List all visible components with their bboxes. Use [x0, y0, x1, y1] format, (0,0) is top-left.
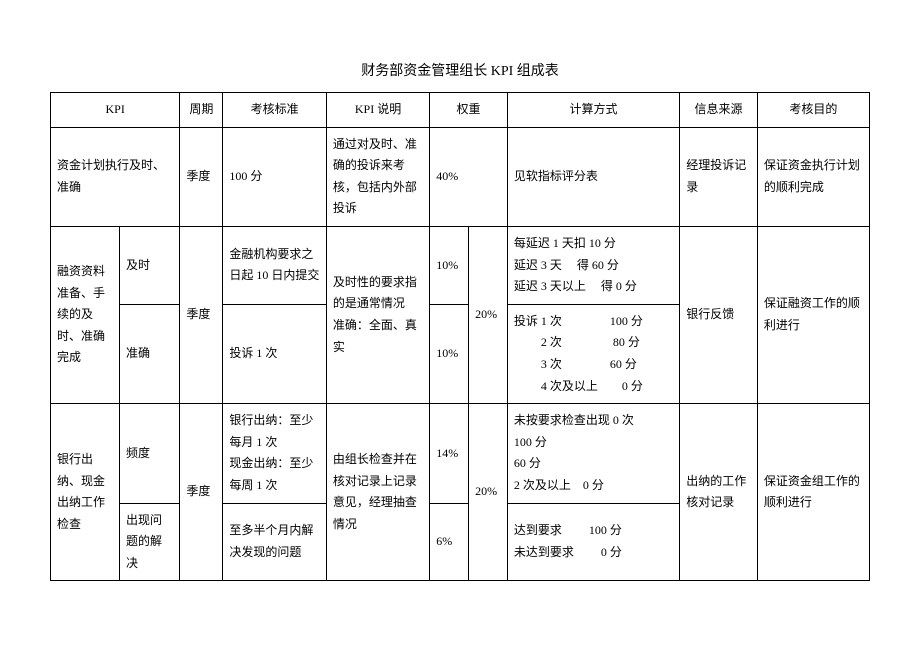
desc-cell: 及时性的要求指的是通常情况 准确：全面、真实	[326, 226, 429, 403]
sub-kpi-cell: 准确	[119, 304, 179, 403]
desc-cell: 由组长检查并在核对记录上记录意见，经理抽查情况	[326, 404, 429, 581]
calc-cell: 未按要求检查出现 0 次 100 分 60 分 2 次及以上 0 分	[507, 404, 679, 503]
kpi-table: KPI 周期 考核标准 KPI 说明 权重 计算方式 信息来源 考核目的 资金计…	[50, 92, 870, 581]
weight-sub-cell: 10%	[430, 304, 469, 403]
table-row: 银行出纳、现金出纳工作检查 频度 季度 银行出纳：至少每月 1 次 现金出纳：至…	[51, 404, 870, 503]
kpi-cell: 资金计划执行及时、准确	[51, 127, 180, 226]
weight-sub-cell: 6%	[430, 503, 469, 581]
goal-cell: 保证资金执行计划的顺利完成	[757, 127, 869, 226]
weight-sub-cell: 14%	[430, 404, 469, 503]
calc-cell: 达到要求 100 分 未达到要求 0 分	[507, 503, 679, 581]
col-standard: 考核标准	[223, 93, 326, 128]
table-row: 资金计划执行及时、准确 季度 100 分 通过对及时、准确的投诉来考核，包括内外…	[51, 127, 870, 226]
period-cell: 季度	[180, 226, 223, 403]
source-cell: 银行反馈	[680, 226, 758, 403]
col-weight: 权重	[430, 93, 508, 128]
standard-cell: 投诉 1 次	[223, 304, 326, 403]
standard-cell: 银行出纳：至少每月 1 次 现金出纳：至少每周 1 次	[223, 404, 326, 503]
col-period: 周期	[180, 93, 223, 128]
col-goal: 考核目的	[757, 93, 869, 128]
sub-kpi-cell: 频度	[119, 404, 179, 503]
kpi-cell: 银行出纳、现金出纳工作检查	[51, 404, 120, 581]
page-title: 财务部资金管理组长 KPI 组成表	[50, 60, 870, 80]
period-cell: 季度	[180, 404, 223, 581]
source-cell: 出纳的工作核对记录	[680, 404, 758, 581]
standard-cell: 金融机构要求之日起 10 日内提交	[223, 226, 326, 304]
weight-sub-cell: 10%	[430, 226, 469, 304]
sub-kpi-cell: 及时	[119, 226, 179, 304]
desc-cell: 通过对及时、准确的投诉来考核，包括内外部投诉	[326, 127, 429, 226]
header-row: KPI 周期 考核标准 KPI 说明 权重 计算方式 信息来源 考核目的	[51, 93, 870, 128]
weight-total-cell: 20%	[469, 404, 508, 581]
goal-cell: 保证资金组工作的顺利进行	[757, 404, 869, 581]
col-calc: 计算方式	[507, 93, 679, 128]
standard-cell: 100 分	[223, 127, 326, 226]
table-row: 融资资料准备、手续的及时、准确完成 及时 季度 金融机构要求之日起 10 日内提…	[51, 226, 870, 304]
col-kpi: KPI	[51, 93, 180, 128]
source-cell: 经理投诉记录	[680, 127, 758, 226]
period-cell: 季度	[180, 127, 223, 226]
goal-cell: 保证融资工作的顺利进行	[757, 226, 869, 403]
kpi-cell: 融资资料准备、手续的及时、准确完成	[51, 226, 120, 403]
weight-cell: 40%	[430, 127, 508, 226]
calc-cell: 投诉 1 次 100 分 2 次 80 分 3 次 60 分 4 次及以上 0 …	[507, 304, 679, 403]
sub-kpi-cell: 出现问题的解决	[119, 503, 179, 581]
standard-cell: 至多半个月内解决发现的问题	[223, 503, 326, 581]
col-source: 信息来源	[680, 93, 758, 128]
calc-cell: 每延迟 1 天扣 10 分 延迟 3 天 得 60 分 延迟 3 天以上 得 0…	[507, 226, 679, 304]
weight-total-cell: 20%	[469, 226, 508, 403]
col-desc: KPI 说明	[326, 93, 429, 128]
calc-cell: 见软指标评分表	[507, 127, 679, 226]
